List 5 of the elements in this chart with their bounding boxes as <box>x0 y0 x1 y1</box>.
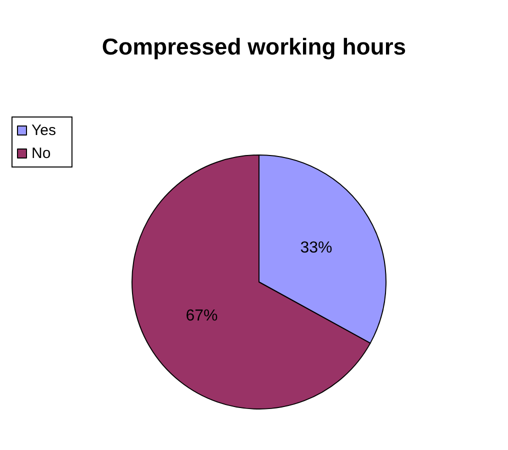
chart-title: Compressed working hours <box>102 34 406 60</box>
data-label: 33% <box>300 240 332 257</box>
legend-label: No <box>32 145 51 162</box>
data-label: 67% <box>186 307 218 324</box>
legend-label: Yes <box>32 122 56 139</box>
